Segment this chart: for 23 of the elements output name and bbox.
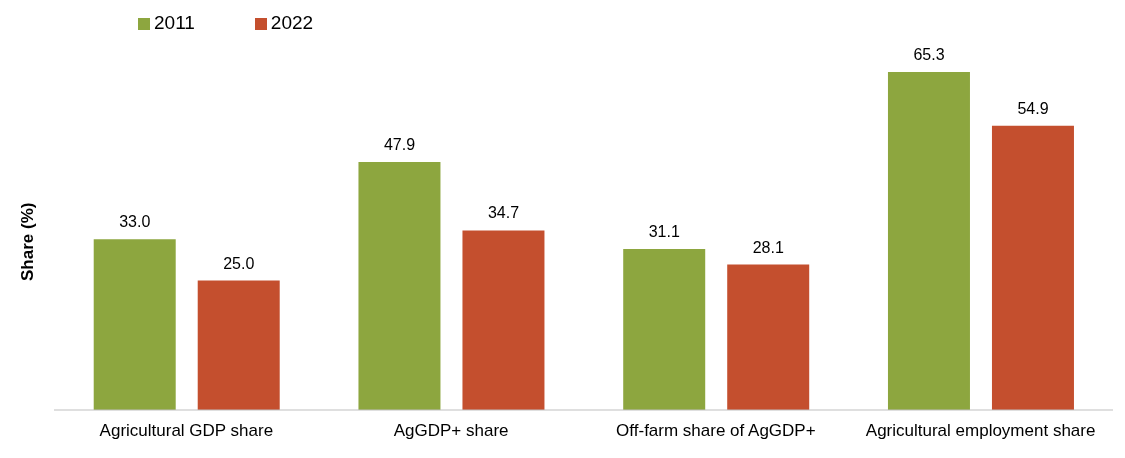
bar — [197, 280, 280, 410]
data-label: 31.1 — [648, 223, 680, 241]
data-label: 33.0 — [119, 213, 151, 231]
legend-label: 2022 — [270, 12, 314, 33]
x-tick-label: Agricultural employment share — [865, 421, 1096, 441]
bar — [727, 264, 810, 410]
bar — [623, 249, 706, 410]
y-axis-title: Share (%) — [18, 202, 38, 281]
data-label: 25.0 — [223, 254, 255, 272]
bar — [991, 125, 1074, 410]
data-label: 54.9 — [1017, 99, 1049, 117]
bar — [462, 230, 545, 410]
bar — [358, 162, 441, 410]
legend-label: 2011 — [154, 12, 195, 33]
x-tick-label: Agricultural GDP share — [99, 421, 274, 441]
x-tick-label: AgGDP+ share — [393, 421, 509, 441]
x-tick-label: Off-farm share of AgGDP+ — [616, 421, 816, 441]
data-label: 28.1 — [752, 238, 784, 256]
data-label: 47.9 — [383, 136, 416, 154]
data-label: 65.3 — [913, 46, 945, 63]
bar — [887, 72, 970, 410]
bar — [93, 239, 176, 410]
data-label: 34.7 — [487, 204, 520, 222]
